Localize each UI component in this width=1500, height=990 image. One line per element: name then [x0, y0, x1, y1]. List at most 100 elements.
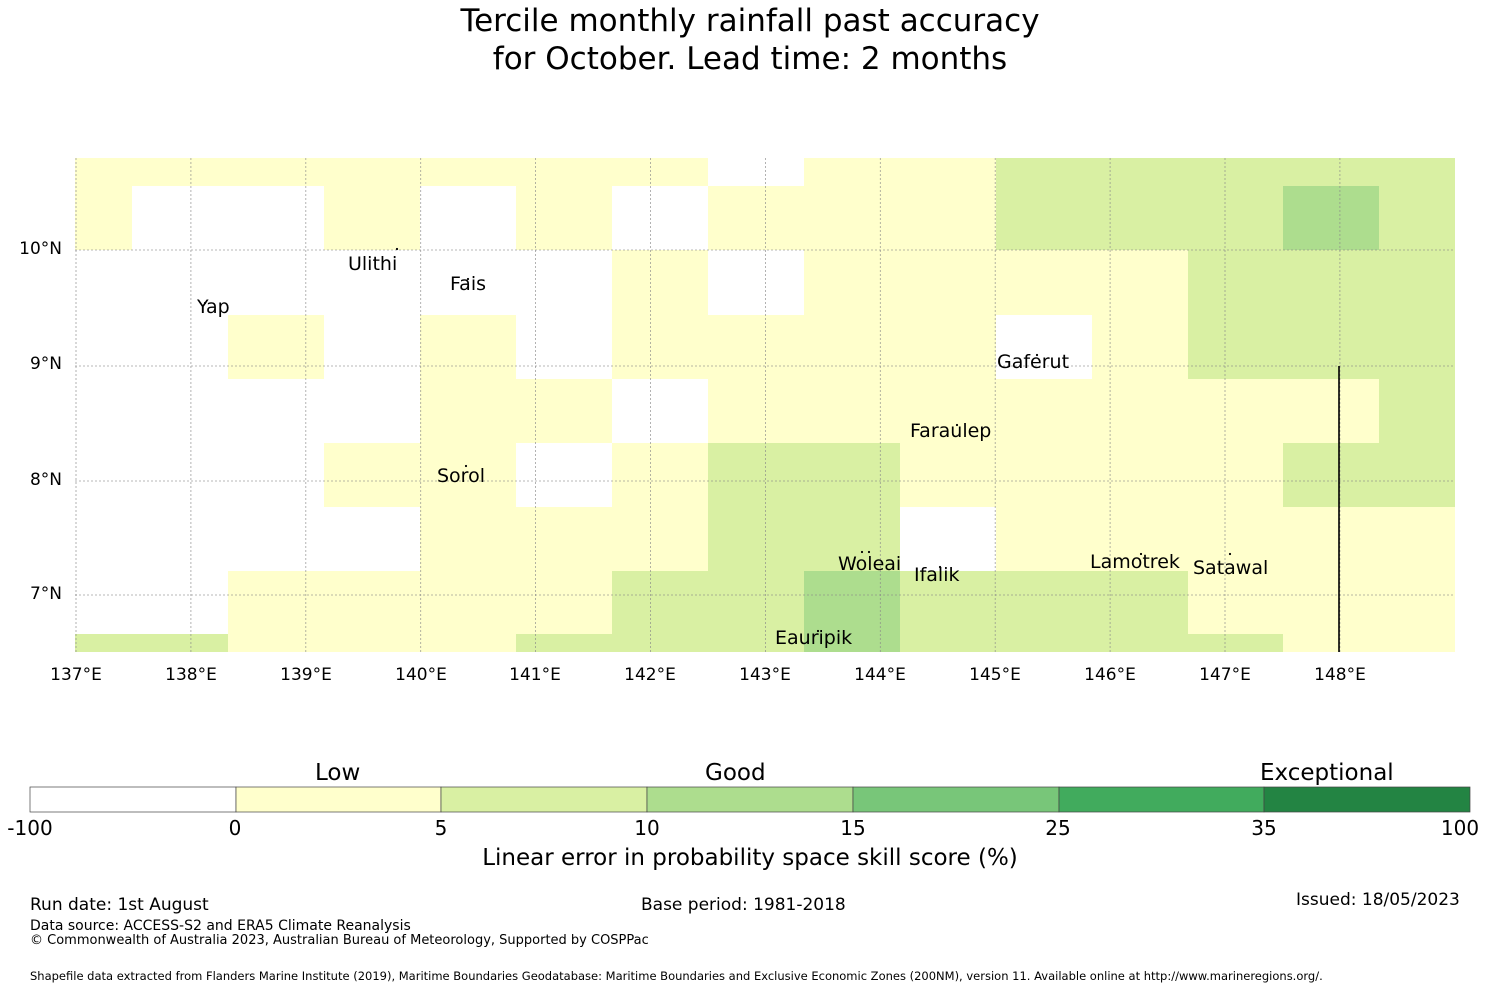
skill-cell [516, 571, 612, 634]
skill-cell [612, 571, 708, 634]
skill-cell [75, 571, 132, 634]
skill-cell [132, 634, 228, 652]
skill-cell [132, 443, 228, 507]
skill-cell [900, 507, 996, 571]
skill-cell [1188, 634, 1283, 652]
skill-cell [75, 443, 132, 507]
skill-cell [1283, 379, 1379, 443]
skill-cell [612, 158, 708, 186]
lon-label-137e: 137°E [50, 665, 102, 685]
island-marker [466, 277, 470, 281]
skill-cell [324, 186, 420, 250]
island-marker [1228, 552, 1232, 556]
place-label-ifalik: Ifalik [914, 564, 960, 586]
skill-cell [1283, 507, 1379, 571]
skill-cell [228, 634, 324, 652]
skill-cell [612, 250, 708, 315]
skill-cell [516, 158, 612, 186]
skill-cell [1379, 507, 1455, 571]
place-label-gaferut: Gaferut [997, 351, 1070, 373]
skill-cell [1283, 158, 1379, 186]
skill-cell [996, 315, 1092, 379]
skill-cell [996, 158, 1092, 186]
place-label-eauripik: Eauripik [775, 627, 853, 649]
skill-cell [75, 315, 132, 379]
skill-cell [516, 186, 612, 250]
skill-cell [804, 443, 900, 507]
skill-cells [75, 158, 1455, 652]
skill-cell [708, 571, 804, 634]
shapefile-credit: Shapefile data extracted from Flanders M… [30, 969, 1323, 983]
colorbar-tick: 100 [1440, 816, 1480, 840]
title-line-2: for October. Lead time: 2 months [492, 41, 1008, 77]
place-label-ulithi: Ulithi [348, 253, 398, 275]
skill-cell [75, 250, 132, 315]
skill-cell [1092, 315, 1188, 379]
skill-cell [516, 507, 612, 571]
skill-cell [708, 507, 804, 571]
skill-cell [1283, 443, 1379, 507]
skill-cell [900, 443, 996, 507]
island-marker [867, 550, 871, 554]
skill-cell [996, 379, 1092, 443]
skill-cell [132, 571, 228, 634]
lon-label-141e: 141°E [509, 665, 561, 685]
skill-cell [1379, 634, 1455, 652]
skill-cell [228, 379, 324, 443]
skill-cell [804, 250, 900, 315]
lat-label-7n: 7°N [29, 584, 62, 604]
skill-cell [324, 379, 420, 443]
skill-cell [516, 250, 612, 315]
skill-cell [900, 158, 996, 186]
skill-cell [324, 315, 420, 379]
island-marker [203, 301, 207, 305]
skill-cell [516, 379, 612, 443]
skill-cell [1188, 315, 1283, 379]
skill-cell [324, 443, 420, 507]
skill-cell [996, 250, 1092, 315]
place-label-lamotrek: Lamotrek [1090, 551, 1180, 573]
skill-cell [420, 315, 516, 379]
skill-cell [516, 634, 612, 652]
island-marker [1035, 353, 1039, 357]
island-marker [395, 247, 399, 251]
skill-cell [708, 315, 804, 379]
skill-cell [1092, 186, 1188, 250]
skill-cell [75, 634, 132, 652]
skill-cell [900, 634, 996, 652]
skill-cell [228, 507, 324, 571]
skill-cell [804, 634, 900, 652]
lon-label-140e: 140°E [395, 665, 447, 685]
base-period: Base period: 1981-2018 [641, 895, 846, 915]
skill-cell [132, 186, 228, 250]
lon-label-138e: 138°E [165, 665, 217, 685]
lon-label-146e: 146°E [1084, 665, 1136, 685]
skill-cell [996, 443, 1092, 507]
colorbar-tick: 25 [1045, 816, 1071, 840]
skill-cell [1092, 571, 1188, 634]
skill-cell [1283, 250, 1379, 315]
place-label-satawal: Satawal [1193, 557, 1269, 579]
skill-cell [804, 315, 900, 379]
skill-cell [804, 571, 900, 634]
skill-cell [612, 443, 708, 507]
skill-cell [804, 507, 900, 571]
skill-cell [228, 315, 324, 379]
skill-cell [1283, 634, 1379, 652]
skill-cell [900, 571, 996, 634]
skill-cell [1283, 186, 1379, 250]
colorbar-tick: -100 [7, 816, 53, 840]
island-marker [1139, 552, 1143, 556]
skill-cell [1379, 186, 1455, 250]
lat-label-9n: 9°N [29, 354, 62, 374]
skill-cell [1379, 250, 1455, 315]
place-label-yap: Yap [197, 296, 230, 318]
skill-cell [228, 443, 324, 507]
graticule [75, 158, 1455, 652]
skill-cell [1379, 158, 1455, 186]
skill-cell [324, 250, 420, 315]
skill-cell [1188, 186, 1283, 250]
skill-cell [324, 507, 420, 571]
skill-cell [804, 186, 900, 250]
skill-cell [708, 634, 804, 652]
